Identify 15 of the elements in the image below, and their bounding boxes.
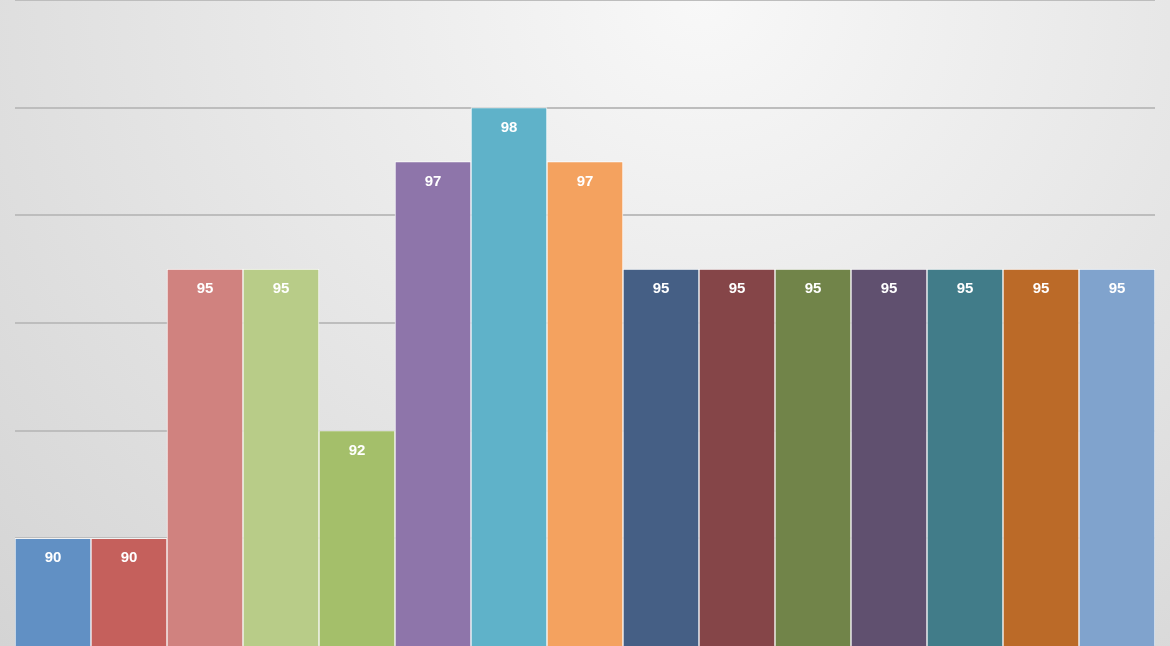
data-label: 90 — [44, 548, 62, 566]
data-label: 90 — [120, 548, 138, 566]
data-label: 95 — [880, 279, 898, 297]
data-label: 95 — [956, 279, 974, 297]
data-label: 95 — [652, 279, 670, 297]
data-label: 92 — [348, 440, 366, 458]
data-label: 95 — [1108, 279, 1126, 297]
data-label: 95 — [196, 279, 214, 297]
data-label: 98 — [500, 117, 518, 135]
data-label: 95 — [728, 279, 746, 297]
data-label: 95 — [1032, 279, 1050, 297]
data-label: 97 — [576, 171, 594, 189]
data-label: 95 — [272, 279, 290, 297]
data-label: 97 — [424, 171, 442, 189]
data-label: 95 — [804, 279, 822, 297]
